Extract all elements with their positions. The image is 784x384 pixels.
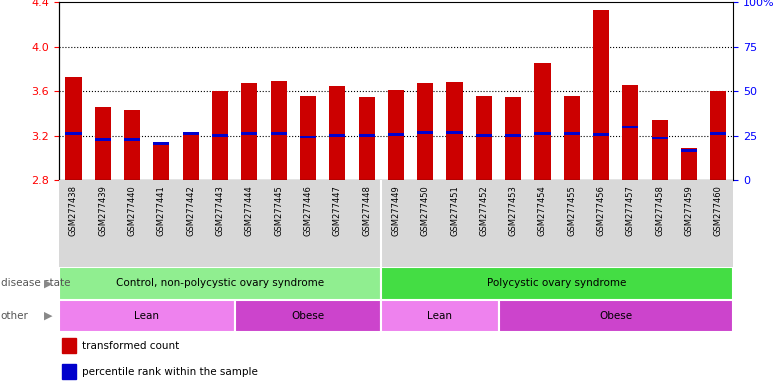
Text: GSM277451: GSM277451 xyxy=(450,185,459,235)
Text: GSM277453: GSM277453 xyxy=(509,185,517,236)
Bar xyxy=(65,132,82,135)
Text: ▶: ▶ xyxy=(44,278,53,288)
Bar xyxy=(564,96,580,180)
Bar xyxy=(241,83,257,180)
Bar xyxy=(447,82,463,180)
Bar xyxy=(499,300,733,332)
Text: Lean: Lean xyxy=(427,311,452,321)
Bar xyxy=(622,84,638,180)
Bar xyxy=(681,148,697,180)
Bar xyxy=(154,144,169,180)
Bar xyxy=(476,134,492,137)
Bar xyxy=(62,364,75,379)
Bar xyxy=(212,134,228,137)
Text: Obese: Obese xyxy=(599,311,633,321)
Bar xyxy=(59,300,234,332)
Text: GSM277460: GSM277460 xyxy=(714,185,723,236)
Text: transformed count: transformed count xyxy=(82,341,180,351)
Bar xyxy=(270,132,287,135)
Text: GSM277438: GSM277438 xyxy=(69,185,78,236)
Bar xyxy=(710,132,727,135)
Text: GSM277448: GSM277448 xyxy=(362,185,371,236)
Bar xyxy=(124,110,140,180)
Bar xyxy=(329,86,346,180)
Text: GSM277439: GSM277439 xyxy=(98,185,107,236)
Bar xyxy=(358,97,375,180)
Bar xyxy=(154,142,169,145)
Bar xyxy=(564,132,580,135)
Text: GSM277440: GSM277440 xyxy=(128,185,136,235)
Text: GSM277454: GSM277454 xyxy=(538,185,547,235)
Text: GSM277455: GSM277455 xyxy=(568,185,576,235)
Text: Obese: Obese xyxy=(292,311,325,321)
Text: GSM277443: GSM277443 xyxy=(216,185,224,236)
Text: GSM277457: GSM277457 xyxy=(626,185,635,236)
Text: GSM277446: GSM277446 xyxy=(303,185,313,236)
Bar xyxy=(95,107,111,180)
Bar xyxy=(417,83,434,180)
Bar xyxy=(710,91,727,180)
Bar xyxy=(358,134,375,137)
Bar xyxy=(59,267,381,300)
Text: GSM277459: GSM277459 xyxy=(684,185,694,235)
Text: GSM277458: GSM277458 xyxy=(655,185,664,236)
Bar xyxy=(329,134,346,137)
Bar xyxy=(124,138,140,141)
Bar xyxy=(593,133,609,136)
Text: GSM277450: GSM277450 xyxy=(421,185,430,235)
Bar xyxy=(388,133,404,136)
Text: ▶: ▶ xyxy=(44,311,53,321)
Bar xyxy=(234,300,381,332)
Text: GSM277444: GSM277444 xyxy=(245,185,254,235)
Bar xyxy=(652,137,668,139)
Bar xyxy=(300,96,316,180)
Bar xyxy=(212,91,228,180)
Bar xyxy=(681,149,697,152)
Text: Polycystic ovary syndrome: Polycystic ovary syndrome xyxy=(488,278,627,288)
Bar xyxy=(183,134,199,180)
Text: GSM277447: GSM277447 xyxy=(332,185,342,236)
Bar xyxy=(535,132,550,135)
Text: GSM277445: GSM277445 xyxy=(274,185,283,235)
Text: GSM277441: GSM277441 xyxy=(157,185,166,235)
Bar xyxy=(241,132,257,135)
Text: GSM277449: GSM277449 xyxy=(391,185,401,235)
Bar xyxy=(652,120,668,180)
Text: GSM277442: GSM277442 xyxy=(187,185,195,235)
Bar xyxy=(62,338,75,353)
Bar xyxy=(381,267,733,300)
Bar xyxy=(95,138,111,141)
Bar xyxy=(476,96,492,180)
Bar xyxy=(535,63,550,180)
Bar xyxy=(270,81,287,180)
Bar xyxy=(388,90,404,180)
Text: GSM277456: GSM277456 xyxy=(597,185,605,236)
Bar xyxy=(622,126,638,128)
Text: percentile rank within the sample: percentile rank within the sample xyxy=(82,367,258,377)
Bar xyxy=(505,134,521,137)
Bar xyxy=(300,136,316,138)
Bar xyxy=(417,131,434,134)
Bar xyxy=(505,97,521,180)
Bar xyxy=(381,300,499,332)
Text: Control, non-polycystic ovary syndrome: Control, non-polycystic ovary syndrome xyxy=(116,278,324,288)
Bar xyxy=(65,77,82,180)
Bar xyxy=(183,132,199,135)
Text: Lean: Lean xyxy=(134,311,159,321)
Text: other: other xyxy=(1,311,29,321)
Text: GSM277452: GSM277452 xyxy=(479,185,488,235)
Text: disease state: disease state xyxy=(1,278,71,288)
Bar xyxy=(593,10,609,180)
Bar xyxy=(447,131,463,134)
